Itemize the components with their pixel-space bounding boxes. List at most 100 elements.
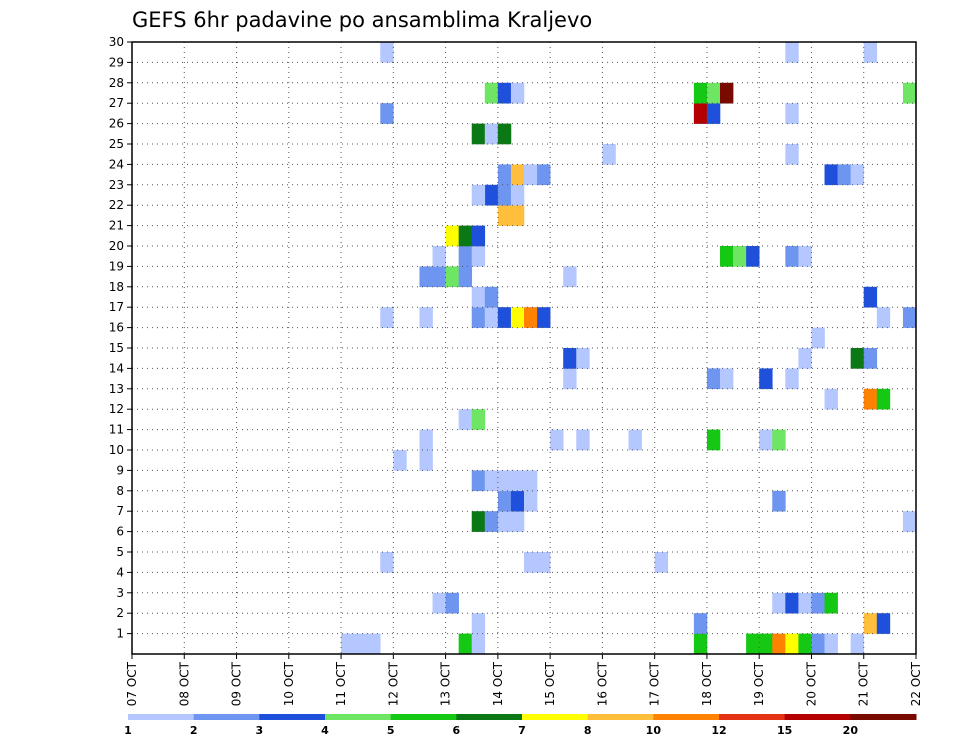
heat-cell bbox=[876, 307, 891, 328]
heat-cell bbox=[484, 82, 499, 104]
heat-cell bbox=[733, 246, 747, 267]
heat-cell bbox=[772, 633, 786, 655]
heat-cell bbox=[497, 205, 512, 226]
heat-cell bbox=[458, 266, 473, 288]
heat-cell bbox=[863, 388, 878, 410]
heat-cell bbox=[902, 511, 917, 532]
y-tick-label: 4 bbox=[116, 565, 124, 579]
heat-cell bbox=[824, 592, 838, 614]
heat-cell bbox=[746, 246, 760, 267]
heat-cell bbox=[524, 490, 538, 512]
y-tick-label: 9 bbox=[116, 463, 124, 477]
x-tick-label: 12 OCT bbox=[386, 661, 400, 706]
heat-cell bbox=[537, 164, 551, 186]
heat-cell bbox=[380, 552, 394, 573]
heat-cell bbox=[785, 633, 799, 655]
heat-cell bbox=[497, 82, 512, 104]
y-tick-label: 23 bbox=[109, 178, 124, 192]
colorbar-label: 4 bbox=[321, 724, 329, 737]
x-tick-label: 15 OCT bbox=[543, 661, 557, 706]
heat-cell bbox=[785, 368, 799, 390]
heat-cell bbox=[484, 184, 499, 206]
heat-cell bbox=[550, 429, 564, 451]
x-tick-label: 20 OCT bbox=[804, 661, 818, 706]
heat-cell bbox=[471, 123, 486, 145]
data-cells bbox=[341, 42, 917, 655]
colorbar-label: 2 bbox=[190, 724, 198, 737]
heat-cell bbox=[445, 592, 459, 614]
y-tick-label: 15 bbox=[109, 341, 124, 355]
heat-cell bbox=[524, 307, 538, 328]
heat-cell bbox=[484, 286, 499, 308]
heat-cell bbox=[863, 42, 878, 63]
y-tick-label: 10 bbox=[109, 443, 124, 457]
x-tick-label: 21 OCT bbox=[857, 661, 871, 706]
heat-cell bbox=[811, 327, 825, 349]
colorbar-label: 7 bbox=[518, 724, 526, 737]
x-axis: 07 OCT 08 OCT 09 OCT 10 OCT 11 OCT 12 OCT 13 O… bbox=[125, 654, 923, 706]
colorbar-swatch bbox=[259, 714, 326, 720]
y-tick-label: 14 bbox=[109, 361, 124, 375]
y-tick-label: 21 bbox=[109, 219, 124, 233]
heat-cell bbox=[484, 123, 499, 145]
heat-cell bbox=[876, 613, 891, 634]
heat-cell bbox=[563, 368, 577, 390]
colorbar-label: 15 bbox=[777, 724, 792, 737]
heat-cell bbox=[576, 348, 590, 369]
colorbar-label: 12 bbox=[711, 724, 726, 737]
heat-cell bbox=[497, 164, 512, 186]
heat-cell bbox=[902, 82, 917, 104]
heat-cell bbox=[419, 266, 433, 288]
heat-cell bbox=[458, 225, 473, 247]
heat-cell bbox=[563, 348, 577, 369]
x-tick-label: 10 OCT bbox=[282, 661, 296, 706]
colorbar-label: 3 bbox=[256, 724, 264, 737]
x-tick-label: 13 OCT bbox=[439, 661, 453, 706]
heat-cell bbox=[902, 307, 917, 328]
y-tick-label: 24 bbox=[109, 157, 124, 171]
heat-cell bbox=[720, 368, 734, 390]
x-tick-label: 07 OCT bbox=[125, 661, 139, 706]
heat-cell bbox=[471, 511, 486, 532]
heat-cell bbox=[458, 246, 473, 267]
heat-cell bbox=[354, 633, 368, 655]
heat-cell bbox=[798, 633, 812, 655]
heat-cell bbox=[811, 633, 825, 655]
colorbar-label: 6 bbox=[453, 724, 461, 737]
heat-cell bbox=[706, 103, 721, 124]
heat-cell bbox=[445, 266, 459, 288]
colorbar-swatch bbox=[522, 714, 589, 720]
heat-cell bbox=[576, 429, 590, 451]
heat-cell bbox=[693, 82, 708, 104]
heat-cell bbox=[693, 103, 708, 124]
colorbar-swatch bbox=[390, 714, 457, 720]
heat-cell bbox=[759, 368, 773, 390]
heat-cell bbox=[759, 429, 773, 451]
heat-cell bbox=[706, 82, 721, 104]
y-tick-label: 30 bbox=[109, 35, 124, 49]
colorbar-swatch bbox=[587, 714, 654, 720]
heat-cell bbox=[497, 470, 512, 492]
heat-cell bbox=[497, 511, 512, 532]
heat-cell bbox=[484, 470, 499, 492]
heat-cell bbox=[497, 184, 512, 206]
heat-cell bbox=[458, 633, 473, 655]
heat-cell bbox=[471, 613, 486, 634]
x-tick-label: 17 OCT bbox=[648, 661, 662, 706]
y-tick-label: 6 bbox=[116, 525, 124, 539]
colorbar-label: 5 bbox=[387, 724, 395, 737]
heat-cell bbox=[720, 246, 734, 267]
heat-cell bbox=[524, 552, 538, 573]
y-tick-label: 2 bbox=[116, 606, 124, 620]
heat-cell bbox=[863, 613, 878, 634]
heat-cell bbox=[785, 592, 799, 614]
heat-cell bbox=[510, 511, 525, 532]
x-tick-label: 14 OCT bbox=[491, 661, 505, 706]
heat-cell bbox=[824, 388, 838, 410]
heat-cell bbox=[863, 286, 878, 308]
colorbar-swatch bbox=[850, 714, 917, 720]
heat-cell bbox=[693, 633, 708, 655]
heat-cell bbox=[510, 205, 525, 226]
heat-cell bbox=[537, 552, 551, 573]
heat-cell bbox=[510, 490, 525, 512]
